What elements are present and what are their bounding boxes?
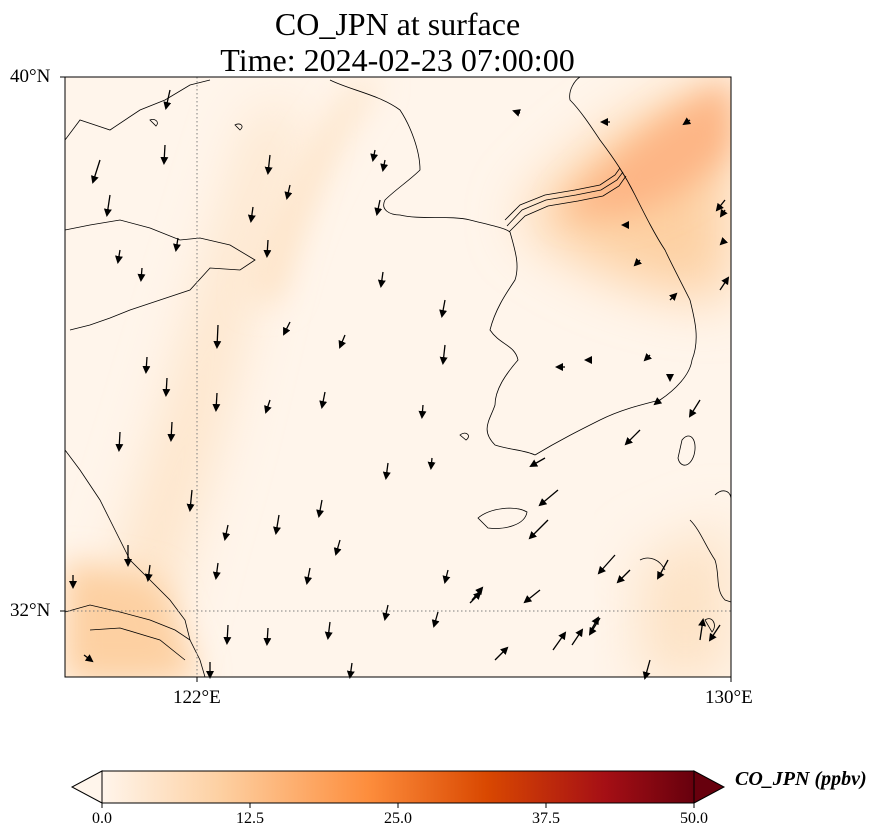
lat-label-32n: 32°N: [10, 600, 51, 621]
wind-arrow: [552, 631, 567, 651]
wind-arrow: [263, 627, 272, 646]
wind-arrow: [346, 662, 355, 679]
lat-label-40n: 40°N: [10, 66, 51, 87]
wind-arrow: [263, 239, 272, 258]
wind-arrow: [715, 199, 726, 212]
wind-arrow: [324, 621, 333, 640]
wind-arrow: [91, 159, 101, 184]
lon-label-130e: 130°E: [705, 687, 753, 708]
wind-arrow: [571, 628, 584, 646]
wind-arrow: [212, 562, 221, 580]
wind-arrow: [633, 257, 643, 267]
colorbar: [70, 770, 726, 808]
wind-arrow: [222, 524, 231, 541]
wind-arrow: [588, 617, 601, 636]
wind-arrow: [213, 324, 222, 349]
wind-arrow: [284, 184, 293, 200]
wind-arrow: [418, 404, 427, 419]
wind-arrow: [162, 377, 171, 397]
map-subtitle-time: Time: 2024-02-23 07:00:00: [220, 42, 575, 78]
wind-arrow: [144, 564, 153, 582]
wind-arrow: [142, 356, 151, 374]
wind-arrow: [494, 646, 509, 661]
wind-arrow: [442, 569, 451, 584]
wind-arrow: [642, 659, 651, 680]
wind-arrow: [597, 554, 616, 575]
wind-vectors: [69, 89, 730, 680]
wind-arrow: [538, 489, 559, 507]
wind-arrow: [512, 109, 521, 117]
colorbar-tick-2: 25.0: [384, 810, 412, 827]
wind-arrow: [719, 208, 728, 218]
wind-arrow: [173, 237, 181, 252]
map-title: CO_JPN at surface: [274, 6, 521, 42]
wind-arrow: [316, 499, 325, 518]
colorbar-tick-3: 37.5: [532, 810, 560, 827]
wind-arrow: [273, 514, 281, 535]
wind-arrow: [115, 431, 124, 452]
wind-arrow: [264, 154, 273, 175]
wind-arrow: [186, 489, 195, 512]
wind-arrow: [137, 267, 146, 282]
map-frame: [64, 76, 732, 678]
wind-arrow: [333, 539, 342, 556]
wind-arrow: [247, 206, 256, 223]
wind-arrow: [103, 194, 112, 217]
co-concentration-field: [65, 77, 731, 677]
wind-arrow: [264, 399, 272, 414]
wind-arrow: [624, 429, 641, 446]
lon-label-122e: 122°E: [173, 687, 221, 708]
wind-arrow: [167, 421, 176, 442]
colorbar-tick-0: 0.0: [92, 810, 112, 827]
wind-arrow: [370, 149, 379, 162]
colorbar-tick-1: 12.5: [236, 810, 264, 827]
wind-arrow: [471, 586, 484, 601]
wind-arrow: [719, 276, 730, 291]
wind-arrow: [523, 589, 541, 604]
colorbar-tick-4: 50.0: [680, 810, 708, 827]
coastline: [65, 77, 731, 677]
wind-arrow: [160, 144, 169, 165]
wind-arrow: [439, 344, 448, 365]
wind-arrow: [528, 519, 549, 540]
wind-arrow: [212, 392, 221, 412]
wind-arrow: [223, 624, 232, 645]
wind-arrow: [319, 391, 328, 409]
wind-arrow: [616, 569, 631, 584]
wind-arrow: [439, 299, 448, 318]
wind-arrow: [719, 236, 729, 246]
wind-arrow: [374, 199, 383, 216]
wind-arrow: [427, 457, 436, 470]
wind-arrow: [657, 559, 669, 580]
wind-arrow: [708, 624, 721, 642]
wind-arrow: [338, 334, 346, 349]
wind-arrow: [529, 457, 546, 467]
colorbar-label: CO_JPN (ppbv): [735, 768, 867, 790]
wind-arrow: [682, 117, 692, 126]
wind-arrow: [668, 292, 678, 302]
wind-arrow: [431, 611, 440, 628]
wind-arrow: [380, 159, 389, 172]
wind-arrow: [304, 567, 313, 585]
wind-arrow: [163, 89, 172, 110]
wind-arrow: [83, 654, 94, 663]
wind-arrow: [382, 462, 391, 480]
wind-arrow: [115, 249, 123, 264]
map-gridlines: [65, 77, 731, 677]
wind-arrow: [688, 399, 701, 418]
wind-arrow: [283, 321, 291, 336]
wind-arrow: [377, 271, 386, 288]
wind-arrow: [698, 618, 707, 641]
wind-arrow: [643, 352, 653, 362]
wind-arrow: [653, 397, 663, 406]
wind-arrow: [382, 604, 391, 621]
